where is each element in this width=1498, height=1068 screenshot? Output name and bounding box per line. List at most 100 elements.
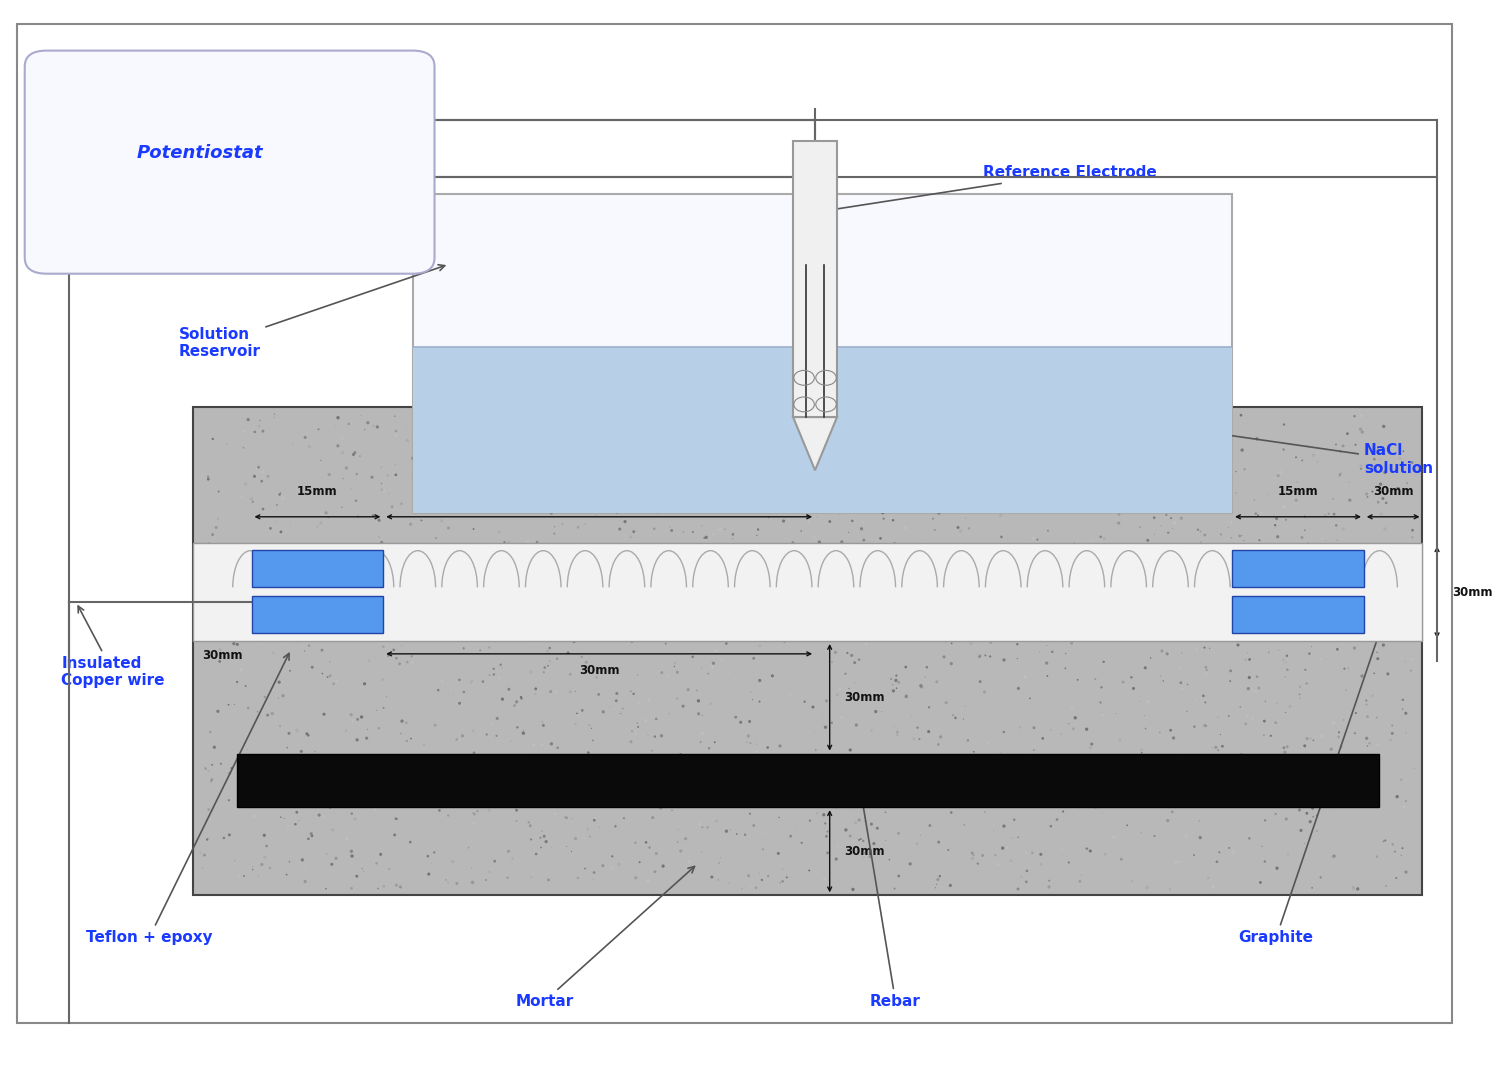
Point	[226, 867, 250, 884]
Point	[703, 759, 727, 776]
Point	[316, 669, 340, 686]
Point	[1348, 759, 1372, 776]
Point	[514, 747, 538, 764]
Point	[205, 703, 229, 720]
Point	[695, 603, 719, 621]
Point	[914, 412, 938, 429]
Point	[869, 530, 893, 547]
Point	[978, 483, 1002, 500]
Point	[1005, 409, 1029, 426]
Point	[1107, 515, 1131, 532]
Point	[451, 453, 475, 470]
Point	[830, 533, 854, 550]
Point	[783, 821, 807, 838]
Point	[1360, 458, 1384, 475]
Point	[626, 666, 650, 684]
Point	[196, 471, 220, 488]
Point	[798, 812, 822, 829]
Point	[286, 789, 310, 806]
Point	[292, 643, 316, 660]
Point	[737, 867, 761, 884]
Point	[318, 668, 342, 685]
Point	[739, 879, 762, 896]
Point	[556, 644, 580, 661]
Point	[637, 873, 661, 890]
Point	[1272, 739, 1296, 756]
Point	[1299, 731, 1323, 748]
Point	[739, 805, 762, 822]
Point	[285, 633, 309, 650]
Point	[286, 813, 310, 830]
Point	[748, 865, 771, 882]
Point	[482, 852, 506, 869]
Point	[887, 824, 911, 842]
Point	[505, 567, 529, 584]
Point	[340, 848, 364, 865]
Point	[1174, 703, 1198, 720]
Point	[1281, 544, 1305, 561]
Point	[941, 538, 965, 555]
Point	[449, 782, 473, 799]
Point	[619, 682, 643, 700]
Point	[1137, 557, 1161, 575]
Point	[580, 750, 604, 767]
Point	[370, 534, 394, 551]
Point	[1091, 453, 1115, 470]
Point	[1040, 755, 1064, 772]
Point	[366, 757, 389, 774]
Point	[635, 757, 659, 774]
Point	[649, 627, 673, 644]
Point	[539, 547, 563, 564]
Point	[885, 723, 909, 740]
Point	[785, 412, 809, 429]
Point	[1389, 450, 1413, 467]
Point	[1049, 553, 1073, 570]
Point	[351, 860, 374, 877]
Point	[1008, 486, 1032, 503]
Point	[776, 411, 800, 428]
Point	[1245, 430, 1269, 447]
Point	[1032, 434, 1056, 451]
Point	[1314, 506, 1338, 523]
Point	[987, 563, 1011, 580]
Point	[1365, 644, 1389, 661]
Point	[971, 540, 995, 557]
Point	[614, 786, 638, 803]
Point	[476, 598, 500, 615]
Point	[409, 622, 433, 639]
Point	[306, 518, 330, 535]
Point	[966, 750, 990, 767]
Point	[461, 815, 485, 832]
Point	[571, 491, 595, 508]
Point	[1321, 848, 1345, 865]
Point	[836, 487, 860, 504]
Point	[1251, 611, 1275, 628]
Point	[494, 538, 518, 555]
Point	[1152, 673, 1176, 690]
Point	[1038, 547, 1062, 564]
Point	[389, 637, 413, 654]
Point	[322, 486, 346, 503]
Point	[1005, 635, 1029, 653]
Point	[509, 690, 533, 707]
Point	[854, 582, 878, 599]
Point	[816, 845, 840, 862]
Point	[1207, 471, 1231, 488]
Point	[315, 846, 339, 863]
Point	[436, 519, 460, 536]
Point	[836, 405, 860, 422]
Point	[1119, 669, 1143, 686]
Point	[658, 578, 682, 595]
Point	[836, 488, 860, 505]
Point	[716, 663, 740, 680]
Point	[861, 835, 885, 852]
Point	[824, 850, 848, 867]
Point	[1135, 879, 1159, 896]
Point	[825, 560, 849, 577]
Point	[1155, 506, 1179, 523]
Point	[1143, 525, 1167, 543]
Point	[771, 513, 795, 530]
Point	[1293, 661, 1317, 678]
Point	[1112, 791, 1135, 808]
Point	[416, 770, 440, 787]
